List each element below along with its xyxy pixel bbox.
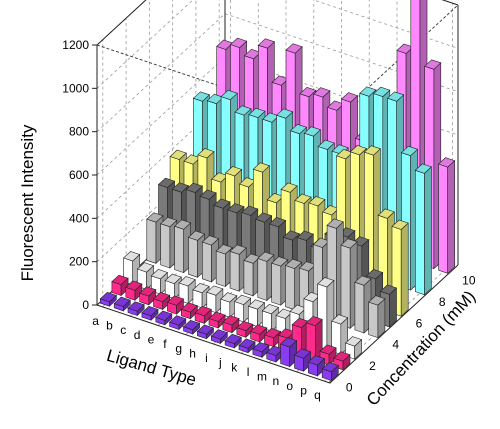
bar-k-1	[250, 324, 268, 343]
bar-b-0	[113, 296, 131, 312]
bar-f-0	[169, 315, 187, 331]
x-tick-label: b	[106, 319, 113, 333]
x-axis-title: Ligand Type	[105, 346, 199, 390]
x-tick-label: n	[273, 374, 280, 388]
bar-h-2	[220, 292, 238, 318]
z-tick-label: 600	[69, 168, 89, 182]
z-tick-label: 0	[82, 298, 89, 312]
y-tick-label: 6	[416, 316, 423, 330]
x-tick-label: d	[134, 328, 141, 342]
y-tick-label: 2	[369, 359, 376, 373]
top-edge	[96, 0, 459, 46]
x-tick-label: l	[247, 365, 250, 379]
x-tick-label: p	[300, 384, 307, 398]
bar-g-0	[182, 319, 201, 335]
bar-c-0	[127, 301, 145, 317]
bar-h-0	[196, 324, 215, 340]
bar-b-4	[160, 216, 178, 269]
z-tick-label: 800	[69, 125, 89, 139]
y-tick-label: 4	[392, 338, 399, 352]
z-tick-label: 200	[69, 255, 89, 269]
x-tick-label: q	[314, 388, 321, 402]
bar-q-8	[414, 163, 432, 296]
bar-q-4	[368, 295, 386, 339]
z-tick-label: 1000	[62, 81, 89, 95]
bar-a-1	[111, 274, 129, 297]
x-tick-label: c	[120, 323, 126, 337]
bar-k-0	[238, 338, 256, 354]
z-tick-label: 400	[69, 211, 89, 225]
bar-group	[99, 0, 456, 382]
bar-e-1	[166, 295, 185, 315]
bar-j-0	[224, 333, 242, 349]
bar-i-0	[210, 329, 228, 345]
x-tick-label: i	[205, 351, 208, 365]
bar-i-2	[233, 294, 252, 323]
bar-q-0	[321, 362, 339, 382]
bar-q-10	[438, 157, 456, 274]
tick-labels: 0 200 400 600 800 1000 1200 a b c d e f g h i j k l m n o p q 0 2…	[62, 38, 476, 402]
bar-e-0	[155, 310, 173, 326]
y-tick-label: 0	[346, 381, 353, 395]
bar-q-1	[333, 351, 351, 371]
grid-line-z	[96, 0, 459, 89]
z-tick-label: 1200	[62, 38, 89, 52]
bar-g-2	[206, 285, 224, 314]
bar-c-1	[139, 286, 157, 306]
y-tick-label: 8	[439, 295, 446, 309]
bar-q-2	[344, 336, 363, 360]
bar-p-0	[307, 355, 326, 377]
x-tick-label: k	[231, 360, 238, 374]
bar-q-6	[391, 219, 409, 317]
bar-i-1	[222, 315, 240, 334]
bar-g-1	[194, 305, 212, 325]
x-tick-label: j	[218, 356, 222, 370]
x-tick-label: g	[175, 342, 182, 356]
x-tick-label: m	[257, 370, 267, 384]
x-tick-label: e	[148, 332, 155, 346]
y-tick-label: 10	[462, 273, 476, 287]
bar-n-0	[280, 337, 298, 368]
bar-f-1	[180, 302, 198, 320]
x-tick-label: h	[189, 346, 196, 360]
x-tick-label: f	[163, 337, 167, 351]
bar-a-0	[99, 292, 117, 307]
x-tick-label: o	[286, 379, 293, 393]
bar-d-0	[141, 305, 159, 321]
x-tick-label: a	[92, 314, 99, 328]
z-axis-title: Fluorescent Intensity	[18, 124, 37, 281]
bar-b-1	[125, 280, 143, 301]
